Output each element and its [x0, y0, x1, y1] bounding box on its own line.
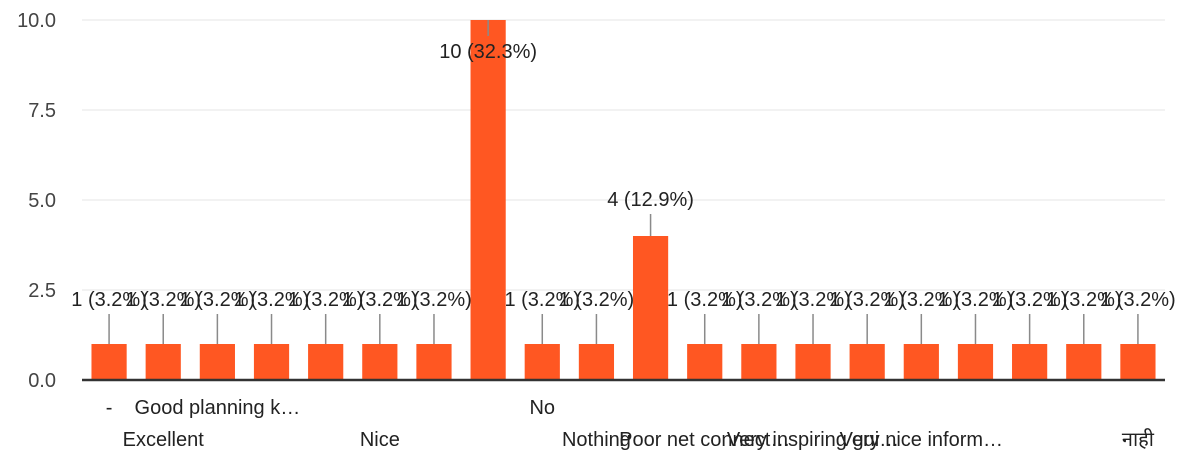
data-label: 4 (12.9%) — [607, 189, 694, 211]
bar[interactable] — [578, 344, 615, 380]
x-category-label: No — [529, 397, 555, 419]
bar[interactable] — [849, 344, 885, 380]
bar[interactable] — [91, 344, 127, 380]
bar[interactable] — [903, 344, 939, 380]
y-axis-ticks: 0.0 2.5 5.0 7.5 10.0 — [17, 10, 56, 392]
data-label: 1 (3.2%) — [721, 289, 797, 311]
bar[interactable] — [253, 344, 290, 380]
bar[interactable] — [308, 344, 344, 380]
data-label: 1 (3.2%) — [559, 289, 635, 311]
bar[interactable] — [199, 344, 235, 380]
bar[interactable] — [687, 344, 723, 380]
bar[interactable] — [362, 344, 398, 380]
x-category-label: Good planning k… — [135, 397, 301, 419]
bar[interactable] — [741, 344, 777, 380]
data-label: 1 (3.2%) — [342, 289, 418, 311]
y-tick-label: 0.0 — [28, 370, 56, 392]
data-label: 1 (3.2%) — [667, 289, 743, 311]
bars — [91, 20, 1156, 380]
data-label: 10 (32.3%) — [439, 41, 537, 63]
x-category-label: Poor net connect… — [619, 429, 790, 451]
bar[interactable] — [416, 344, 452, 380]
data-label: 1 (3.2%) — [829, 289, 905, 311]
bar[interactable] — [1012, 344, 1048, 380]
data-label: 1 (3.2%) — [1046, 289, 1122, 311]
gridlines — [82, 19, 1165, 291]
x-category-label: Nice — [360, 429, 400, 451]
y-tick-label: 10.0 — [17, 10, 56, 32]
data-label: 1 (3.2%) — [396, 289, 472, 311]
x-axis-category-labels: -Excellent Good planning k… Nice No NothingP… — [106, 397, 1155, 451]
bar[interactable] — [1120, 344, 1156, 380]
y-tick-label: 5.0 — [28, 190, 56, 212]
x-category-label: नाही — [1122, 428, 1155, 451]
bar[interactable] — [524, 344, 560, 380]
data-label: 1 (3.2%) — [992, 289, 1068, 311]
bar[interactable] — [632, 236, 669, 380]
data-label: 1 (3.2%) — [884, 289, 960, 311]
bar[interactable] — [1066, 344, 1102, 380]
y-tick-label: 7.5 — [28, 100, 56, 122]
bar[interactable] — [145, 344, 181, 380]
data-label: 1 (3.2%) — [938, 289, 1014, 311]
bar[interactable] — [795, 344, 831, 380]
data-label: 1 (3.2%) — [71, 289, 147, 311]
data-label: 1 (3.2%) — [234, 289, 310, 311]
data-label: 1 (3.2%) — [1100, 289, 1176, 311]
data-label: 1 (3.2%) — [180, 289, 256, 311]
data-label: 1 (3.2%) — [288, 289, 364, 311]
x-category-label: Very nice inform… — [840, 429, 1003, 451]
data-label: 1 (3.2%) — [775, 289, 851, 311]
data-label: 1 (3.2%) — [125, 289, 201, 311]
bar[interactable] — [957, 344, 994, 380]
data-label: 1 (3.2%) — [504, 289, 580, 311]
x-category-label: Nothing — [562, 429, 631, 451]
bar[interactable] — [470, 20, 506, 380]
data-labels: 1 (3.2%)1 (3.2%)1 (3.2%)1 (3.2%)1 (3.2%)… — [71, 20, 1176, 344]
x-category-label: - — [106, 397, 113, 419]
y-tick-label: 2.5 — [28, 280, 56, 302]
x-category-label: Excellent — [123, 429, 205, 451]
x-category-label: Very inspiring gui… — [727, 429, 899, 451]
